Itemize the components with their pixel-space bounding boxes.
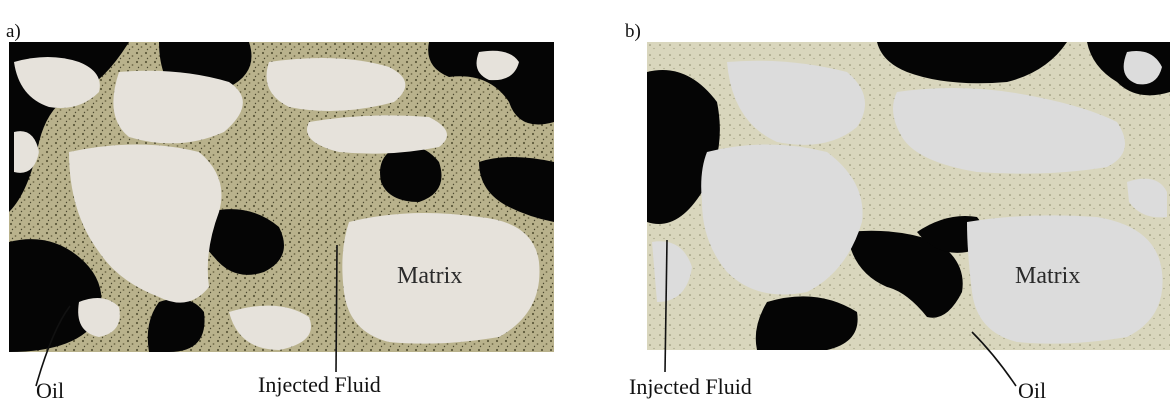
micromodel-image-a [9,42,554,352]
panel-a-label: a) [6,21,21,42]
matrix-label-b: Matrix [1015,263,1081,289]
oil-label-a: Oil [36,378,65,403]
matrix-label-a: Matrix [397,263,463,289]
injected-fluid-label-b: Injected Fluid [629,374,752,399]
micromodel-image-b [647,42,1170,350]
panel-b-label: b) [625,21,641,42]
oil-label-b: Oil [1018,378,1047,403]
injected-fluid-label-a: Injected Fluid [258,372,381,397]
